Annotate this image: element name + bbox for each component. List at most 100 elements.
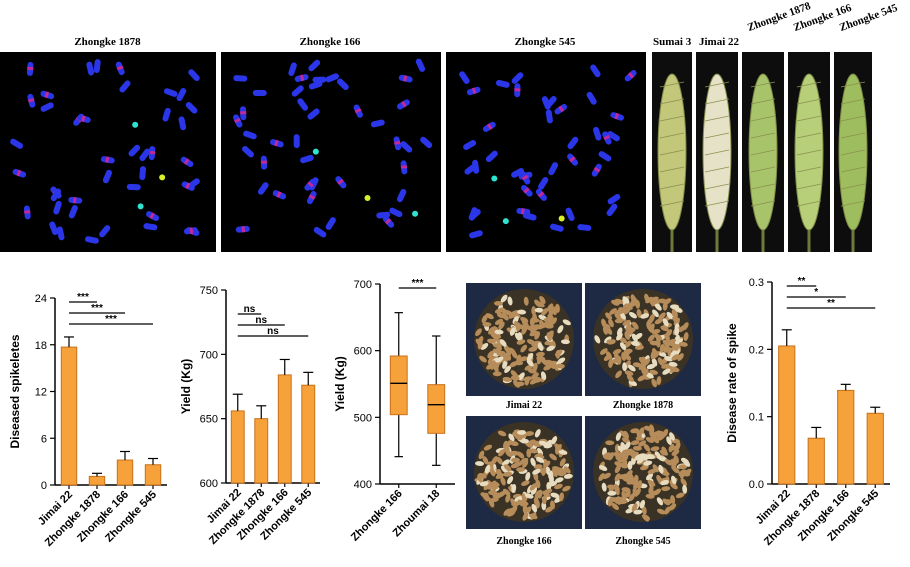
- grain-photo-zhongke166: [466, 416, 582, 529]
- grain: [543, 488, 553, 495]
- grain: [640, 464, 649, 471]
- chromosome: [119, 80, 131, 93]
- chromosome: [554, 103, 568, 115]
- signal-dot: [312, 148, 319, 155]
- chromosome: [180, 156, 194, 168]
- grain-label-jimai22: Jimai 22: [505, 400, 543, 411]
- chromosome-body: [50, 188, 62, 202]
- grain: [628, 364, 636, 372]
- grain: [500, 465, 508, 474]
- chromosome: [459, 71, 470, 84]
- spikelet-line: [659, 98, 685, 105]
- grain: [531, 440, 540, 448]
- spikelet-line: [796, 81, 822, 88]
- grain: [673, 310, 678, 320]
- y-tick-label: 6: [41, 433, 47, 445]
- grain: [602, 472, 611, 479]
- grain: [515, 381, 525, 387]
- chromosome: [420, 136, 433, 149]
- grain: [658, 312, 666, 320]
- grain: [621, 487, 631, 493]
- grain: [632, 445, 642, 451]
- grain: [534, 307, 544, 313]
- chromosome: [586, 91, 597, 105]
- grain: [486, 363, 495, 370]
- y-tick-label: 600: [354, 346, 372, 358]
- grain: [594, 335, 601, 344]
- grain: [672, 466, 680, 474]
- grain: [622, 319, 631, 326]
- grain: [495, 473, 505, 480]
- chromosome: [464, 163, 477, 175]
- bar: [301, 384, 316, 484]
- grain: [652, 464, 659, 473]
- chromosome-body: [300, 154, 314, 164]
- y-tick-label: 700: [200, 349, 218, 361]
- chromosome-body: [40, 102, 54, 112]
- significance-label: **: [827, 298, 835, 309]
- chromosome: [325, 217, 336, 230]
- spikelet-line: [704, 149, 730, 156]
- grain: [550, 500, 555, 510]
- chromosome-body: [307, 108, 320, 120]
- grain: [492, 480, 499, 489]
- grain-label-zhongke545: Zhongke 545: [615, 536, 671, 547]
- chromosome: [590, 64, 601, 78]
- chromosome: [389, 207, 403, 218]
- y-tick-label: 650: [200, 414, 218, 426]
- grain: [505, 493, 511, 503]
- y-tick-label: 24: [35, 293, 47, 305]
- chromosome-band: [403, 75, 408, 82]
- chromosome: [293, 134, 300, 149]
- grain: [671, 475, 677, 485]
- chromosome: [545, 109, 553, 124]
- grain: [529, 483, 537, 491]
- significance-label: ***: [412, 278, 424, 289]
- spikelet-line: [750, 149, 776, 156]
- grain-photo-jimai22: [466, 283, 582, 396]
- grain: [551, 436, 558, 445]
- chromosome: [162, 107, 171, 122]
- grain: [547, 303, 554, 312]
- chromosome-band: [299, 74, 305, 82]
- spikelet-line: [796, 149, 822, 156]
- grain: [532, 377, 542, 383]
- chromosome: [545, 96, 557, 108]
- chromosome: [272, 190, 287, 200]
- chromosome-band: [521, 208, 525, 215]
- spikelet-line: [796, 115, 822, 122]
- grain: [555, 349, 561, 359]
- grain: [678, 464, 688, 470]
- spikelet-line: [750, 98, 776, 105]
- chromosome-band: [486, 123, 493, 130]
- spikelet-line: [659, 132, 685, 139]
- chromosome: [84, 236, 99, 244]
- grain: [514, 433, 523, 441]
- chromosome-body: [598, 151, 612, 162]
- chromosome-band: [308, 194, 316, 200]
- grain: [602, 452, 612, 459]
- grain: [497, 430, 507, 437]
- spikelet-line: [840, 183, 866, 190]
- grain: [630, 294, 636, 303]
- chromosome: [291, 85, 304, 97]
- chromosome-body: [312, 76, 327, 83]
- chromosome-band: [73, 197, 77, 204]
- chromosome: [146, 211, 160, 221]
- grain: [510, 463, 520, 469]
- chromosome-body: [293, 134, 300, 149]
- chromosome-body: [606, 203, 618, 217]
- chromosome: [304, 178, 316, 191]
- chromosome-band: [614, 112, 620, 120]
- chromosome-spread-3: [459, 64, 637, 239]
- grain: [662, 318, 669, 327]
- grain: [496, 312, 506, 319]
- significance-label: ns: [267, 326, 279, 337]
- chromosome: [610, 112, 624, 121]
- chromosome: [294, 74, 309, 82]
- grain: [507, 296, 513, 306]
- chromosome: [514, 83, 521, 98]
- chromosome-body: [325, 73, 339, 83]
- grain: [530, 457, 536, 467]
